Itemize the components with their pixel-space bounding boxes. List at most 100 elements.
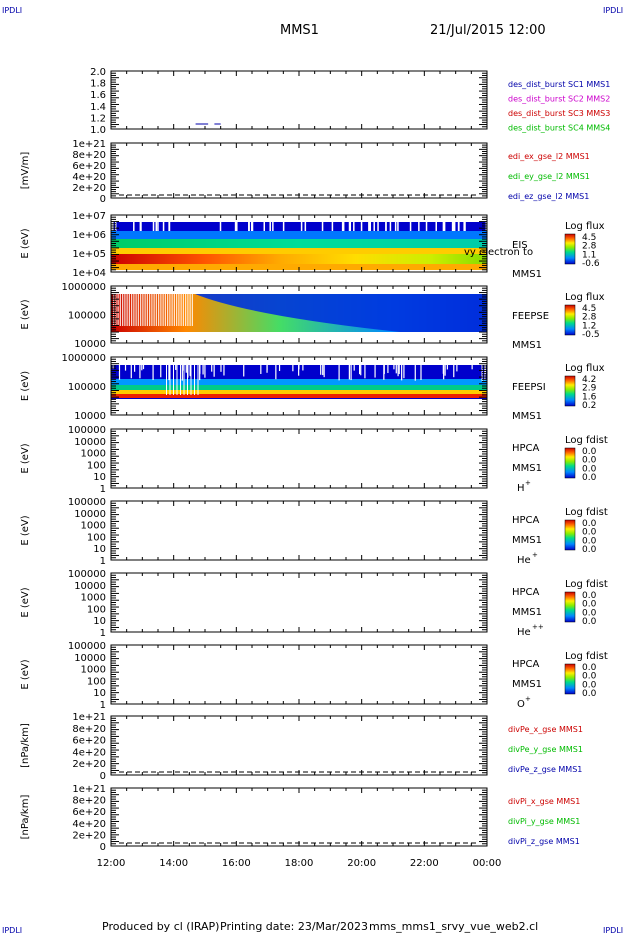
heatmap-band-2 — [111, 379, 487, 389]
panel-frame — [110, 142, 488, 199]
legend-entry: edi_ex_gse_l2 MMS1 — [508, 152, 590, 161]
heatmap-gap — [139, 365, 141, 379]
heatmap-band-top — [111, 222, 487, 231]
heatmap-gap — [181, 365, 183, 381]
species-label: O — [517, 699, 525, 710]
colorbar-tick-label: 0.0 — [582, 680, 597, 690]
heatmap-gap — [158, 294, 159, 326]
x-tick-label: 12:00 — [97, 858, 126, 869]
heatmap-gap — [176, 294, 177, 326]
colorbar-tick-label: 0.0 — [582, 528, 597, 538]
y-tick-label: 8e+20 — [72, 150, 106, 161]
colorbar-tick-label: 0.0 — [582, 663, 597, 673]
heatmap-gap — [156, 294, 157, 326]
y-tick-label: 2.0 — [90, 67, 106, 78]
panel-des_dist: 2.01.81.61.41.21.0 des_dist_burst SC1 MMS… — [90, 67, 610, 136]
heatmap-gap — [248, 222, 250, 236]
heatmap-gap — [160, 365, 162, 378]
heatmap-gap — [442, 365, 444, 374]
heatmap-gap — [373, 222, 375, 232]
y-tick-label: 2e+20 — [72, 759, 106, 770]
y-tick-label: 10000 — [74, 339, 106, 350]
heatmap-gap — [300, 222, 303, 238]
colorbar-tick-label: 0.0 — [582, 447, 597, 457]
heatmap-gap — [152, 222, 155, 240]
heatmap-gap — [175, 365, 177, 370]
colorbar-tick-label: 0.0 — [582, 608, 597, 618]
species-charge: ++ — [532, 623, 544, 631]
y-tick-label: 100 — [87, 532, 106, 543]
instrument-label: HPCA — [512, 659, 540, 670]
heatmap-gap — [282, 222, 285, 237]
heatmap-gap — [172, 294, 174, 326]
y-axis-label: E (eV) — [20, 515, 31, 545]
corner-label-bl: IPDLI — [2, 926, 22, 934]
legend-entry: divPe_y_gse MMS1 — [508, 745, 583, 754]
colorbar-tick-label: 0.0 — [582, 536, 597, 546]
legend-entry: divPe_z_gse MMS1 — [508, 765, 582, 774]
footer-filename: mms_mms1_srvy_vue_web2.cl — [369, 920, 538, 933]
heatmap-gap — [190, 365, 192, 395]
species-label: He — [517, 555, 531, 566]
heatmap-gap — [112, 365, 114, 370]
heatmap-gap — [342, 222, 345, 234]
heatmap-gap — [220, 365, 222, 372]
x-tick-label: 20:00 — [347, 858, 376, 869]
heatmap-gap — [453, 365, 455, 378]
colorbar-tick-label: 0.0 — [582, 545, 597, 555]
y-tick-label: 100000 — [68, 641, 106, 652]
x-tick-label: 14:00 — [159, 858, 188, 869]
panel-feeps_i: 1000000 100000 10000 E (eV) FEEPSI MMS1 Log fl… — [20, 353, 605, 422]
corner-label-br: IPDLI — [603, 926, 623, 934]
y-tick-label: 1.0 — [90, 125, 106, 136]
heatmap-gap — [485, 222, 488, 234]
colorbar — [564, 375, 576, 407]
y-tick-label: 10 — [93, 472, 106, 483]
heatmap-gap — [397, 222, 399, 234]
y-tick-label: 6e+20 — [72, 807, 106, 818]
heatmap-gap — [179, 294, 181, 326]
footer-printing-date: Printing date: 23/Mar/2023 — [220, 920, 368, 933]
heatmap-gap — [213, 365, 215, 377]
heatmap-gap — [322, 365, 324, 376]
heatmap-gap — [133, 222, 135, 234]
instrument-label: EIS — [512, 240, 528, 251]
y-tick-label: 100000 — [68, 497, 106, 508]
instrument-label: HPCA — [512, 443, 540, 454]
y-axis-label: E (eV) — [20, 299, 31, 329]
heatmap-gap — [150, 294, 152, 326]
heatmap-gap — [194, 365, 195, 395]
heatmap-gap — [389, 222, 392, 236]
colorbar-tick-label: -0.6 — [582, 259, 600, 269]
heatmap-gap — [211, 365, 213, 372]
y-tick-label: 0 — [100, 194, 106, 205]
colorbar-title: Log fdist — [565, 579, 608, 590]
heatmap-gap — [130, 365, 132, 379]
heatmap-gap — [425, 222, 428, 235]
heatmap-gap — [414, 365, 416, 381]
heatmap-gap — [348, 365, 350, 380]
heatmap-gap — [302, 365, 304, 371]
colorbar-tick-label: 0.0 — [582, 689, 597, 699]
y-tick-label: 1000000 — [61, 353, 106, 364]
y-tick-label: 1000 — [81, 449, 106, 460]
instrument-label: HPCA — [512, 515, 540, 526]
y-tick-label: 10000 — [74, 411, 106, 422]
heatmap-gap — [458, 222, 460, 238]
heatmap-gap — [204, 365, 206, 378]
colorbar-tick-label: 4.5 — [582, 233, 596, 243]
y-tick-label: 1.2 — [90, 113, 106, 124]
colorbar-tick-label: 4.5 — [582, 304, 596, 314]
heatmap-gap — [173, 365, 174, 395]
heatmap-gap — [134, 365, 136, 372]
heatmap-gap — [331, 222, 334, 235]
heatmap-gap — [272, 222, 274, 234]
heatmap-gap — [141, 294, 143, 326]
species-label: He — [517, 627, 531, 638]
heatmap-gap — [170, 294, 172, 326]
legend-entry: divPe_x_gse MMS1 — [508, 725, 583, 734]
y-tick-label: 10000 — [74, 509, 106, 520]
heatmap-gap — [320, 365, 322, 375]
y-tick-label: 1 — [100, 556, 106, 567]
